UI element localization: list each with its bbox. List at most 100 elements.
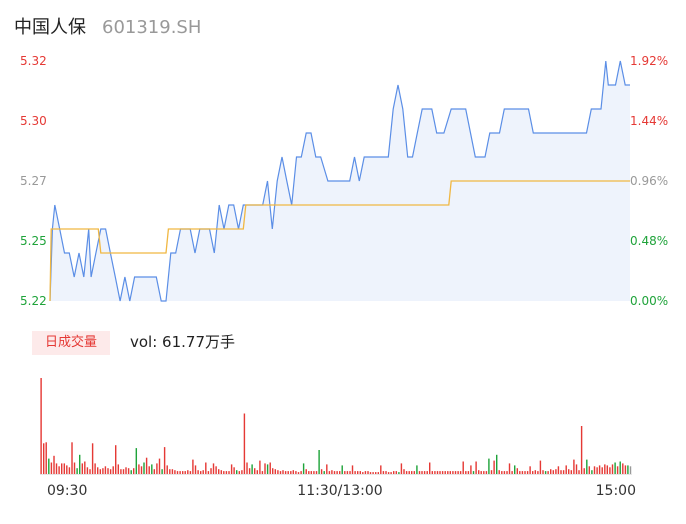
volume-bar (308, 471, 310, 474)
y-tick-right: 1.92% (630, 54, 668, 68)
volume-bar (40, 378, 42, 474)
volume-bar (336, 471, 338, 474)
volume-bar (372, 472, 374, 474)
volume-bar (61, 463, 63, 474)
volume-bar (225, 471, 228, 474)
volume-bar (112, 466, 114, 474)
y-tick-left: 5.25 (20, 234, 47, 248)
volume-bar (305, 469, 307, 474)
volume-bar (122, 469, 125, 474)
volume-bar (73, 462, 76, 474)
volume-bar (568, 469, 570, 474)
volume-bar (297, 472, 300, 474)
volume-bar (310, 471, 313, 474)
volume-bar (143, 462, 145, 474)
volume-bar (346, 471, 349, 474)
volume-bar (99, 469, 102, 474)
volume-bar (182, 471, 184, 474)
volume-bar (354, 471, 356, 474)
volume-bar (287, 471, 289, 474)
volume-bar (357, 471, 359, 474)
volume-bar (55, 463, 58, 474)
volume-bar (127, 468, 130, 474)
volume-bar (591, 470, 593, 474)
volume-bar (344, 471, 346, 474)
volume-bar (547, 471, 549, 474)
volume-bar (89, 469, 91, 474)
volume-bar (315, 471, 318, 474)
volume-bar (184, 471, 186, 474)
volume-bar (503, 471, 506, 474)
volume-bar (449, 471, 452, 474)
volume-bar (454, 471, 457, 474)
volume-bar (431, 471, 434, 474)
volume-bar (140, 466, 143, 474)
volume-bar (91, 443, 94, 474)
volume-bar (135, 448, 138, 474)
volume-bar (241, 470, 243, 474)
volume-bar (290, 471, 292, 474)
volume-bar (187, 470, 189, 474)
volume-bar (264, 463, 266, 474)
volume-bar (369, 472, 372, 474)
volume-bar (218, 469, 220, 474)
volume-bar (215, 466, 217, 474)
volume-bar (362, 472, 364, 474)
volume-bar (238, 471, 241, 474)
y-tick-right: 0.96% (630, 174, 668, 188)
volume-bar (86, 467, 89, 474)
volume-bar (81, 463, 84, 474)
y-tick-left: 5.27 (20, 174, 47, 188)
volume-bar (43, 443, 45, 474)
volume-bar (320, 469, 323, 474)
volume-bar (588, 466, 591, 474)
volume-bar (197, 470, 199, 474)
volume-bar (351, 465, 354, 474)
average-line (49, 180, 630, 302)
volume-bar (570, 470, 573, 474)
volume-bar (192, 459, 194, 474)
volume-bar (161, 469, 163, 474)
volume-bar (593, 466, 596, 474)
volume-bar (622, 463, 624, 474)
volume-bar (259, 460, 261, 474)
volume-bar (470, 465, 472, 474)
volume-bar (151, 464, 153, 474)
volume-bar (349, 471, 351, 474)
volume-label: vol: 61.77万手 (130, 333, 235, 351)
volume-bar (331, 470, 333, 474)
volume-bar (627, 465, 629, 474)
volume-bar (457, 471, 459, 474)
volume-bar (254, 468, 256, 474)
volume-badge: 日成交量 (32, 331, 110, 355)
volume-bar (416, 465, 418, 474)
volume-bar (601, 467, 603, 474)
volume-bar (223, 471, 225, 474)
volume-bar (565, 465, 567, 474)
volume-bar (532, 471, 534, 474)
volume-bar (519, 471, 521, 474)
volume-bar (387, 472, 390, 474)
volume-bar (514, 465, 516, 474)
volume-bar (542, 470, 544, 474)
y-tick-left: 5.22 (20, 294, 47, 308)
chart-header: 中国人保 601319.SH (14, 13, 201, 39)
stock-name: 中国人保 (14, 17, 86, 38)
volume-bar (377, 472, 380, 474)
volume-bar (107, 468, 109, 474)
y-tick-left: 5.32 (20, 54, 47, 68)
volume-bar (228, 471, 230, 474)
volume-bar (333, 471, 336, 474)
volume-bar (447, 471, 449, 474)
volume-bar (53, 455, 55, 474)
volume-bar (156, 463, 158, 474)
volume-bar (300, 471, 302, 474)
volume-bar (220, 470, 223, 474)
stock-code: 601319.SH (102, 17, 202, 38)
volume-bar (524, 471, 526, 474)
volume-bar (166, 465, 168, 474)
volume-bar (498, 470, 500, 474)
y-tick-right: 0.00% (630, 294, 668, 308)
volume-bar (393, 471, 395, 474)
volume-bar (506, 471, 508, 474)
